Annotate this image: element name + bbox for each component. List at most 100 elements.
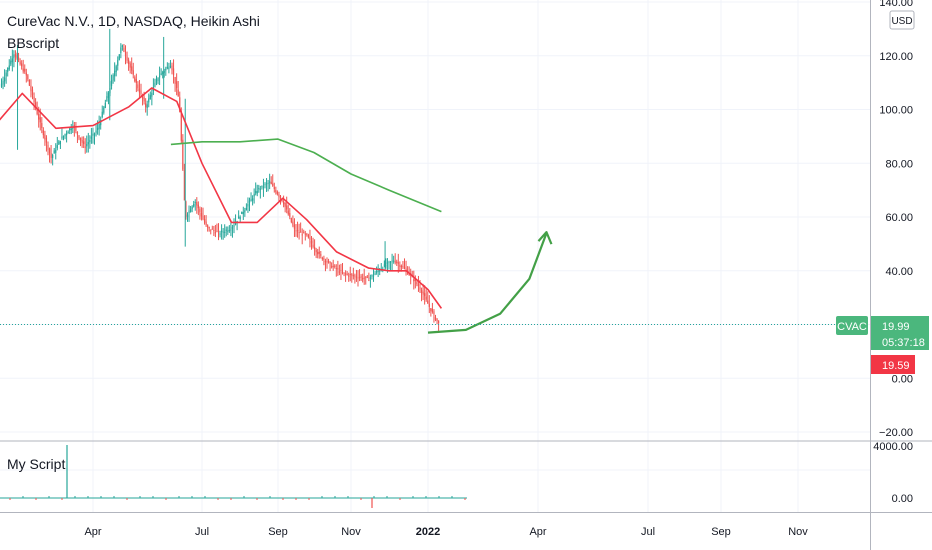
candle-body [100, 119, 102, 126]
candle-body [83, 141, 85, 145]
candle-body [324, 260, 327, 263]
candle-body [317, 251, 319, 255]
candle-body [396, 261, 398, 263]
candle-body [295, 230, 297, 232]
candle-body [129, 63, 131, 68]
candle-body [394, 261, 396, 263]
candle-body [389, 261, 392, 263]
candle-body [70, 128, 72, 131]
candle-body [64, 134, 66, 136]
candle-body [414, 278, 416, 281]
price-axis-tick: 40.00 [885, 266, 913, 278]
candle-body [222, 231, 224, 233]
candle-body [252, 198, 254, 201]
time-axis-label: Apr [84, 526, 101, 538]
candle-body [428, 303, 430, 307]
slow-ma-line[interactable] [170, 138, 442, 213]
candle-body [177, 89, 179, 97]
pane2-axis-tick: 4000.00 [873, 441, 913, 453]
candle-body [267, 182, 269, 184]
candle-body [89, 139, 91, 143]
candle-body [335, 268, 337, 270]
candle-body [255, 190, 257, 194]
candle-body [38, 113, 40, 120]
candle-body [207, 225, 209, 228]
candle-body [157, 77, 159, 81]
candle-body [296, 230, 299, 232]
candle-body [115, 66, 117, 72]
candle-body [93, 133, 96, 136]
candle-body [188, 210, 190, 214]
candle-body [366, 276, 368, 278]
candle-body [369, 277, 371, 279]
currency-label: USD [891, 16, 912, 27]
candle-body [262, 186, 265, 188]
candle-body [22, 68, 24, 72]
candle-body [140, 90, 142, 95]
chart-title[interactable]: CureVac N.V., 1D, NASDAQ, Heikin Ashi [7, 13, 260, 29]
candle-body [17, 57, 20, 60]
currency-badge[interactable]: USD [889, 10, 915, 30]
indicator-label-bbscript[interactable]: BBscript [7, 35, 60, 51]
candle-body [44, 134, 46, 140]
candle-body [228, 229, 230, 231]
candle-body [314, 246, 316, 250]
symbol-price-tag[interactable]: CVAC 19.99 05:37:18 19.59 [836, 316, 929, 374]
candle-body [79, 137, 82, 141]
candle-body [377, 270, 379, 272]
candle-body [117, 60, 119, 66]
second-price-label: 19.59 [882, 360, 910, 372]
candle-body [145, 103, 147, 108]
candle-body [217, 230, 220, 232]
candle-body [400, 265, 402, 268]
candle-body [81, 140, 83, 143]
candle-body [256, 191, 258, 194]
candle-body [371, 275, 373, 277]
candle-body [10, 60, 12, 65]
candle-body [393, 260, 395, 262]
candle-body [283, 201, 285, 205]
pane2-indicator-label[interactable]: My Script [7, 456, 66, 472]
candle-body [365, 276, 367, 278]
candle-body [159, 75, 161, 78]
candle-body [275, 190, 277, 193]
fast-ma-line[interactable] [0, 87, 443, 309]
candle-body [338, 271, 340, 273]
candle-body [270, 181, 272, 184]
candle-body [310, 240, 313, 244]
candle-body [179, 97, 181, 112]
candle-body [436, 318, 438, 322]
time-axis-label: Nov [788, 526, 808, 538]
candle-body [354, 275, 356, 277]
time-axis-label: Jul [195, 526, 209, 538]
candle-body [292, 221, 294, 226]
candle-body [233, 224, 235, 228]
candle-body [28, 80, 30, 86]
candle-body [137, 84, 139, 89]
candle-body [114, 70, 116, 77]
candle-body [238, 216, 240, 219]
candle-body [210, 229, 212, 231]
projection-arrow-head [537, 231, 553, 245]
candle-body [213, 230, 215, 232]
candle-body [403, 267, 406, 269]
time-axis-label: 2022 [416, 526, 440, 538]
candle-body [312, 244, 314, 248]
candle-body [194, 202, 196, 204]
time-axis-label: Sep [711, 526, 731, 538]
candle-body [97, 127, 99, 130]
candle-body [234, 222, 237, 225]
candle-body [19, 61, 21, 65]
candle-body [196, 201, 198, 206]
candle-body [219, 233, 221, 235]
candle-body [293, 224, 296, 229]
time-axis-label: Sep [268, 526, 288, 538]
candle-body [424, 293, 426, 297]
candle-body [135, 79, 137, 84]
currency-box [889, 10, 915, 30]
candle-body [154, 82, 156, 87]
projection-arrow[interactable] [427, 232, 548, 334]
candle-body [186, 214, 189, 218]
candle-body [50, 153, 52, 158]
